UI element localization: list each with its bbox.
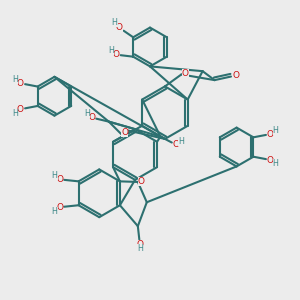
Text: O: O xyxy=(136,240,143,249)
Text: O: O xyxy=(267,130,274,139)
Text: O: O xyxy=(138,177,145,186)
Text: H: H xyxy=(112,18,118,27)
Text: O: O xyxy=(116,23,123,32)
Text: H: H xyxy=(273,126,278,135)
Text: H: H xyxy=(84,110,90,118)
Text: O: O xyxy=(182,69,189,78)
Text: H: H xyxy=(52,171,58,180)
Text: O: O xyxy=(121,128,128,137)
Text: H: H xyxy=(52,207,58,216)
Text: H: H xyxy=(12,75,18,84)
Text: H: H xyxy=(273,159,278,168)
Text: O: O xyxy=(88,113,95,122)
Text: O: O xyxy=(56,203,63,212)
Text: O: O xyxy=(17,105,24,114)
Text: H: H xyxy=(108,46,114,55)
Text: O: O xyxy=(17,79,24,88)
Text: O: O xyxy=(56,175,63,184)
Text: H: H xyxy=(178,136,184,146)
Text: O: O xyxy=(232,71,240,80)
Text: O: O xyxy=(267,155,274,164)
Text: O: O xyxy=(173,140,180,149)
Text: O: O xyxy=(112,50,119,59)
Text: H: H xyxy=(137,244,143,253)
Text: H: H xyxy=(12,109,18,118)
